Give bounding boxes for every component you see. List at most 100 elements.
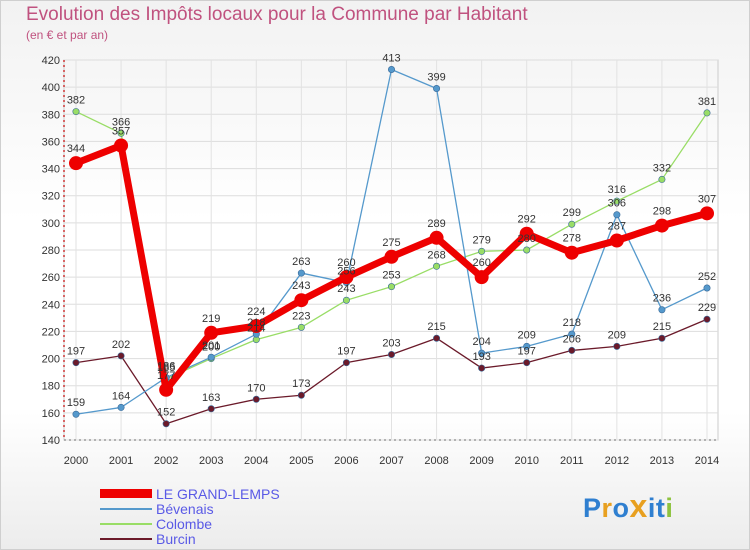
- x-tick-label: 2006: [334, 455, 358, 467]
- data-label-le-grand-lemps: 357: [112, 126, 130, 138]
- point-le-grand-lemps: [114, 138, 129, 153]
- point-le-grand-lemps: [609, 233, 624, 248]
- point-burcin: [162, 420, 170, 428]
- point-le-grand-lemps: [339, 270, 354, 285]
- point-burcin: [613, 342, 621, 350]
- y-tick-label: 180: [42, 381, 60, 393]
- point-burcin: [703, 315, 711, 323]
- point-burcin: [207, 405, 215, 413]
- data-label-bevenais: 252: [698, 271, 716, 283]
- y-tick-label: 360: [42, 136, 60, 148]
- data-label-bevenais: 186: [157, 361, 175, 373]
- point-bevenais: [478, 349, 486, 357]
- legend-swatch-colombe: [100, 522, 152, 525]
- point-burcin: [387, 350, 395, 358]
- point-burcin: [478, 364, 486, 372]
- data-label-burcin: 203: [382, 338, 400, 350]
- y-tick-label: 200: [42, 354, 60, 366]
- data-label-le-grand-lemps: 292: [518, 214, 536, 226]
- x-tick-label: 2005: [289, 455, 313, 467]
- x-tick-label: 2010: [514, 455, 538, 467]
- point-le-grand-lemps: [474, 270, 489, 285]
- data-label-bevenais: 201: [202, 340, 220, 352]
- x-tick-label: 2009: [469, 455, 493, 467]
- point-bevenais: [658, 306, 666, 314]
- data-label-le-grand-lemps: 344: [67, 143, 85, 155]
- data-label-le-grand-lemps: 289: [427, 218, 445, 230]
- logo-letter: i: [665, 493, 674, 523]
- y-tick-label: 240: [42, 299, 60, 311]
- x-tick-label: 2011: [560, 455, 584, 467]
- point-le-grand-lemps: [204, 325, 219, 340]
- y-tick-label: 320: [42, 191, 60, 203]
- point-colombe: [613, 197, 621, 205]
- legend-swatch-burcin: [100, 537, 152, 540]
- data-label-burcin: 170: [247, 382, 265, 394]
- point-bevenais: [703, 284, 711, 292]
- y-tick-label: 300: [42, 218, 60, 230]
- data-label-le-grand-lemps: 298: [653, 206, 671, 218]
- data-label-burcin: 163: [202, 392, 220, 404]
- point-bevenais: [387, 66, 395, 74]
- legend-item-bevenais: Bévenais: [100, 501, 214, 517]
- x-tick-label: 2001: [109, 455, 133, 467]
- data-label-colombe: 299: [563, 207, 581, 219]
- point-burcin: [568, 346, 576, 354]
- data-label-burcin: 215: [653, 321, 671, 333]
- point-colombe: [387, 283, 395, 291]
- point-colombe: [703, 109, 711, 117]
- axis-layer: 140 160 180 200 220 240 260 280 300 320 340 360 380 4…: [42, 55, 720, 467]
- x-tick-label: 2002: [154, 455, 178, 467]
- data-label-bevenais: 218: [247, 317, 265, 329]
- data-label-colombe: 332: [653, 162, 671, 174]
- data-label-bevenais: 218: [563, 317, 581, 329]
- data-label-burcin: 197: [518, 346, 536, 358]
- point-le-grand-lemps: [249, 319, 264, 333]
- logo-letter: r: [601, 493, 613, 523]
- data-label-colombe: 253: [382, 270, 400, 282]
- point-colombe: [568, 220, 576, 228]
- point-le-grand-lemps: [384, 249, 399, 264]
- legend-item-le-grand-lemps: LE GRAND-LEMPS: [100, 485, 280, 502]
- chart-title: Evolution des Impôts locaux pour la Comm…: [26, 4, 528, 25]
- y-tick-label: 400: [42, 82, 60, 94]
- x-tick-label: 2008: [424, 455, 448, 467]
- legend-swatch-bevenais: [100, 507, 152, 510]
- legend-item-burcin: Burcin: [100, 531, 196, 547]
- logo-letter: P: [583, 493, 602, 523]
- legend-swatch-le-grand-lemps: [100, 489, 152, 498]
- data-label-le-grand-lemps: 287: [608, 221, 626, 233]
- point-colombe: [478, 247, 486, 255]
- logo-letter: i: [647, 493, 656, 523]
- data-label-colombe: 279: [472, 234, 490, 246]
- y-tick-label: 160: [42, 408, 60, 420]
- logo-letter: o: [612, 493, 630, 523]
- x-tick-label: 2013: [650, 455, 674, 467]
- point-bevenais: [297, 269, 305, 277]
- point-le-grand-lemps: [294, 293, 309, 308]
- point-burcin: [523, 359, 531, 367]
- legend-item-colombe: Colombe: [100, 516, 212, 532]
- data-label-burcin: 152: [157, 407, 175, 419]
- data-label-colombe: 185: [157, 362, 175, 374]
- data-label-bevenais: 413: [382, 53, 400, 65]
- data-label-colombe: 214: [247, 323, 265, 335]
- point-bevenais: [523, 342, 531, 350]
- point-le-grand-lemps: [69, 156, 83, 171]
- y-tick-label: 280: [42, 245, 60, 257]
- data-label-le-grand-lemps: 260: [337, 257, 355, 269]
- proxiti-logo: Proxiti: [583, 488, 673, 525]
- data-label-le-grand-lemps: 243: [292, 280, 310, 292]
- point-colombe: [117, 129, 125, 137]
- point-colombe: [658, 175, 666, 183]
- data-label-colombe: 280: [518, 233, 536, 245]
- data-label-bevenais: 159: [67, 397, 85, 409]
- point-bevenais: [568, 330, 576, 338]
- data-label-colombe: 382: [67, 95, 85, 107]
- legend-label-le-grand-lemps: LE GRAND-LEMPS: [156, 485, 280, 502]
- data-label-bevenais: 209: [518, 329, 536, 341]
- x-tick-label: 2004: [244, 455, 268, 467]
- data-label-colombe: 200: [202, 342, 220, 354]
- data-label-colombe: 366: [112, 116, 130, 128]
